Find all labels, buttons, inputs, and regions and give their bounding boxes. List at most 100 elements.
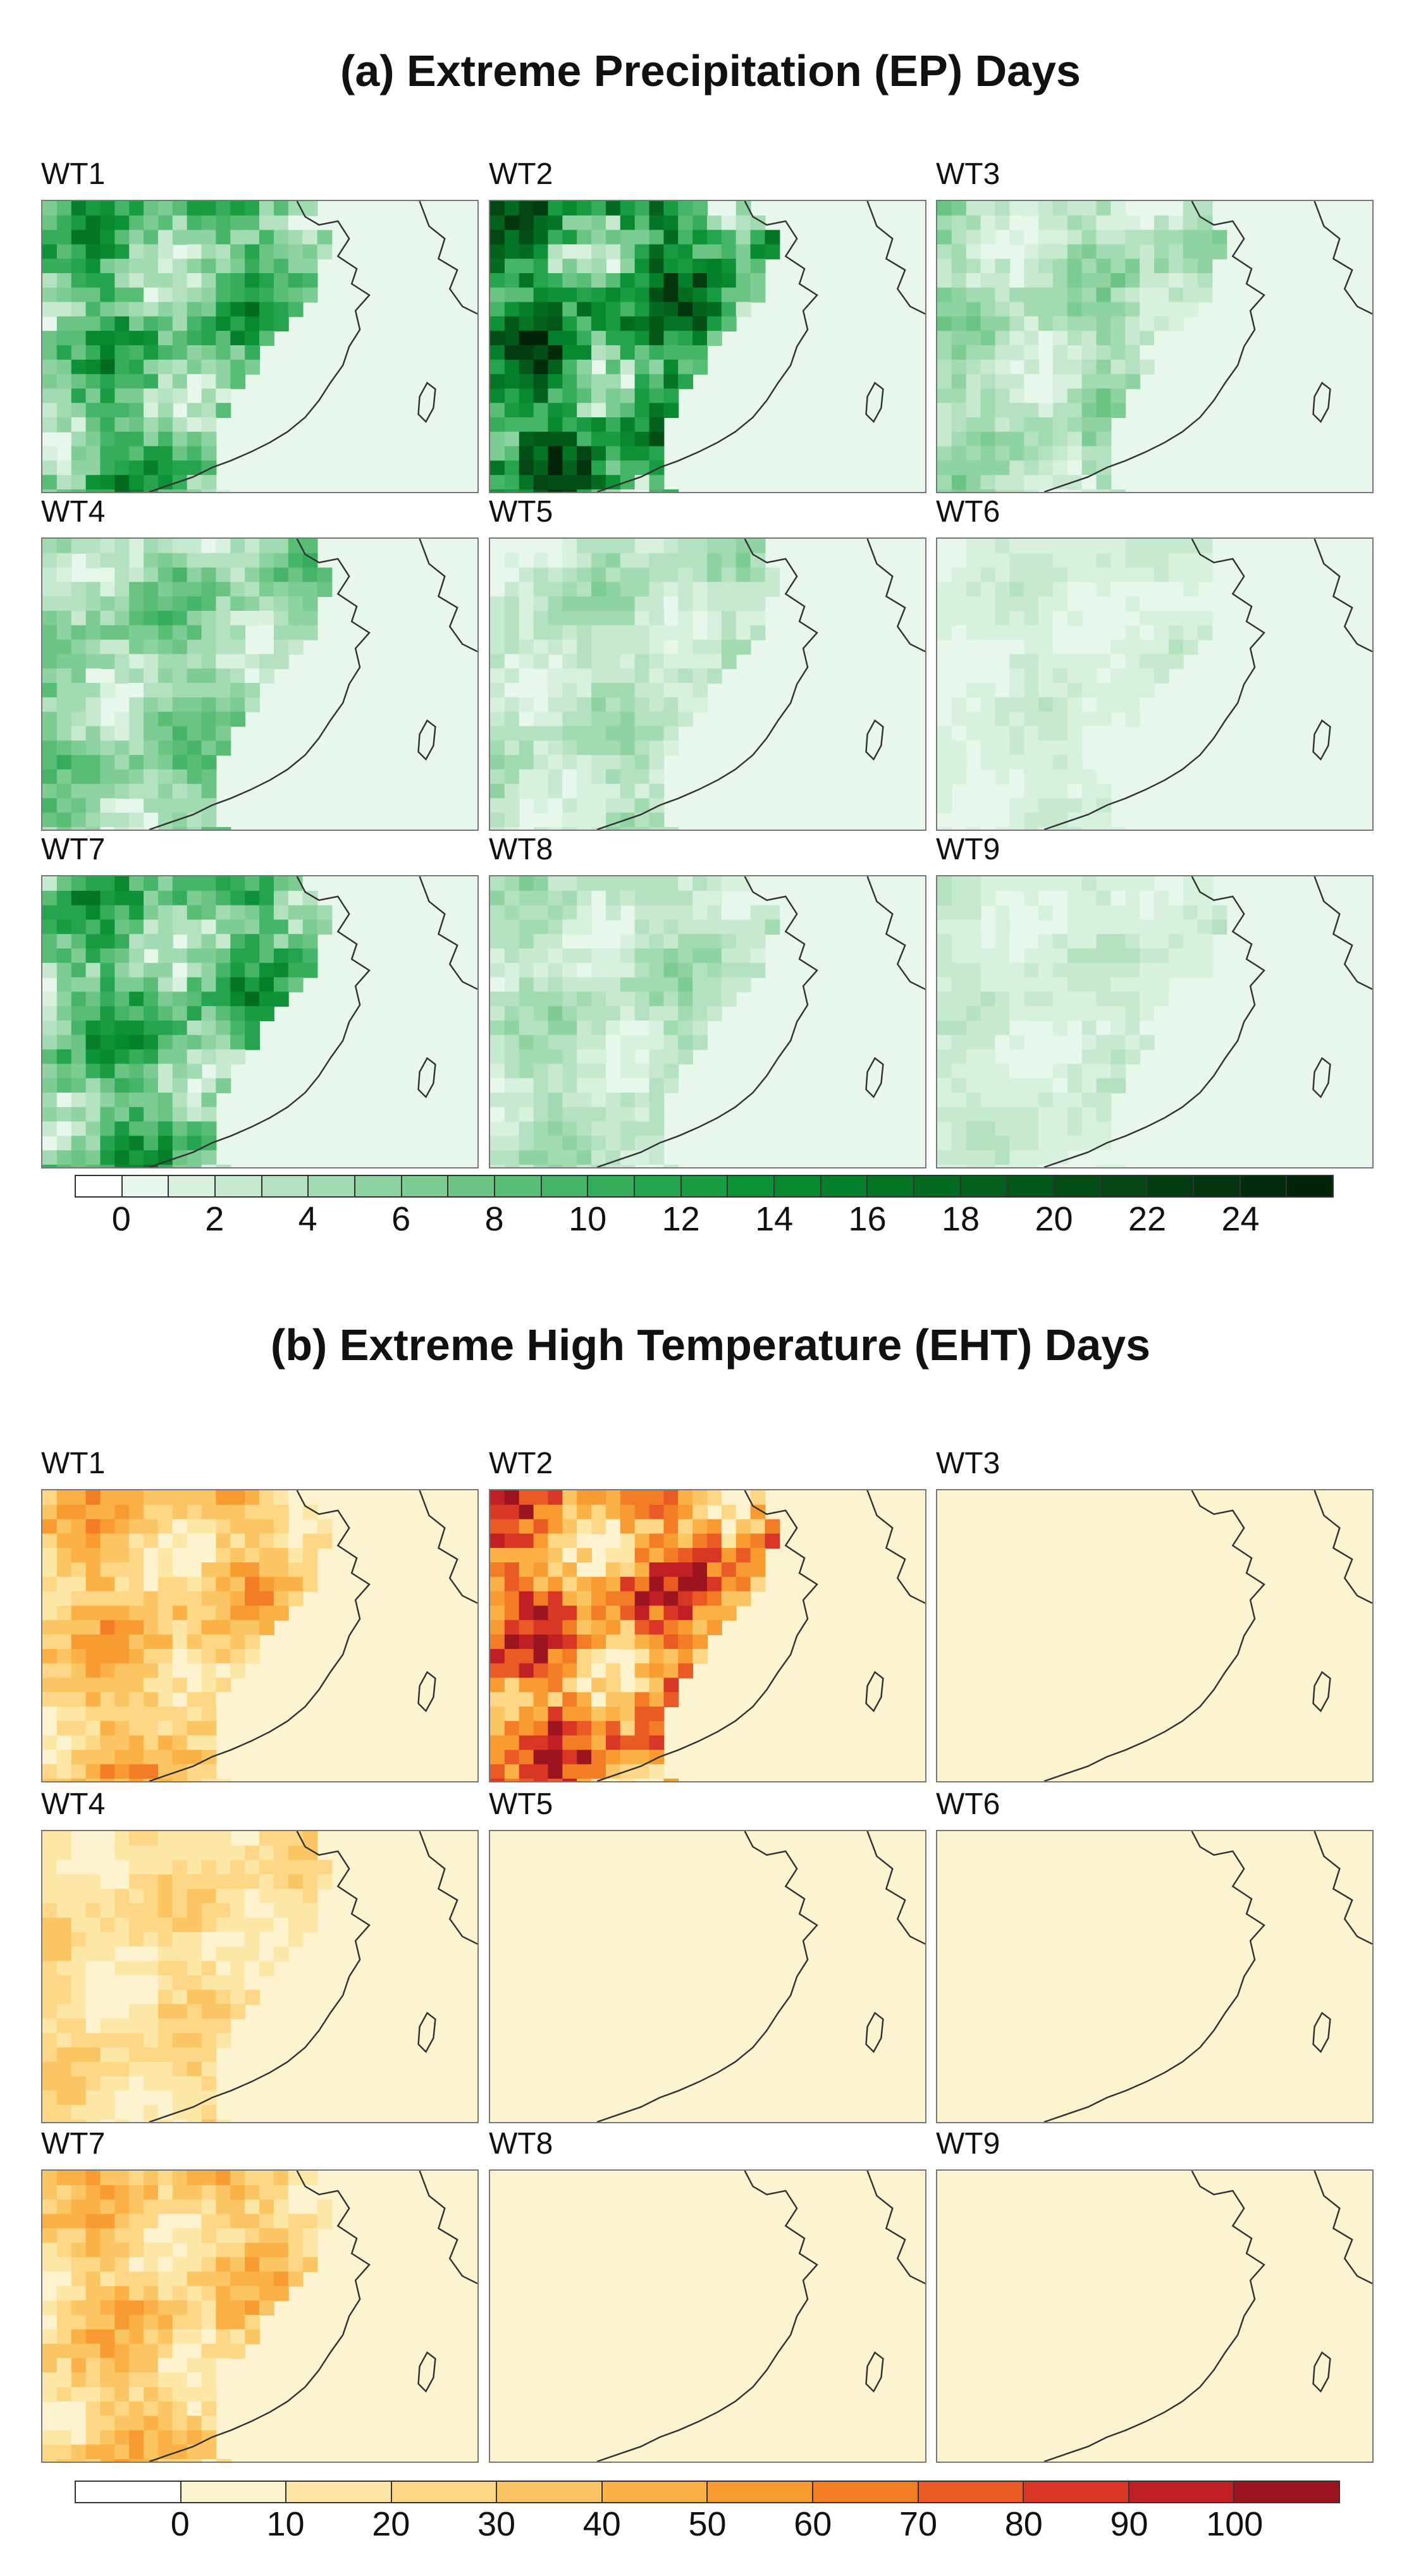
ep-map-cell xyxy=(216,259,231,274)
eht-map-cell xyxy=(71,2401,87,2417)
ep-map-cell xyxy=(1125,230,1141,245)
eht-map-cell xyxy=(288,1903,304,1918)
ep-map-cell xyxy=(735,302,751,317)
eht-map-cell xyxy=(577,1779,593,1781)
ep-map-panel-wt1 xyxy=(41,200,479,493)
ep-map-cell xyxy=(937,201,952,216)
eht-map-cell xyxy=(548,2061,563,2077)
eht-map-cell xyxy=(144,1677,159,1693)
ep-map-cell xyxy=(85,244,101,260)
ep-map-cell xyxy=(71,919,87,935)
ep-map-cell xyxy=(144,302,159,317)
ep-map-cell xyxy=(620,273,636,288)
ep-map-cell xyxy=(71,244,87,260)
eht-map-cell xyxy=(144,1917,159,1933)
eht-map-cell xyxy=(201,2033,217,2049)
ep-map-cell xyxy=(1081,331,1097,347)
ep-map-cell xyxy=(951,345,967,360)
ep-map-cell xyxy=(562,230,578,245)
ep-map-cell xyxy=(1154,977,1169,993)
eht-map-cell xyxy=(56,1845,72,1861)
ep-map-cell xyxy=(735,905,751,921)
eht-map-cell xyxy=(85,2372,101,2388)
eht-map-cell xyxy=(562,1605,578,1621)
ep-map-cell xyxy=(1168,259,1184,274)
ep-map-cell xyxy=(951,1093,967,1108)
ep-map-cell xyxy=(649,403,665,419)
ep-map-cell xyxy=(634,417,650,432)
ep-map-cell xyxy=(634,1121,650,1137)
ep-map-cell xyxy=(157,244,173,260)
ep-map-cell xyxy=(519,740,534,756)
ep-map-cell xyxy=(533,431,549,447)
eht-map-cell xyxy=(172,1750,188,1765)
ep-map-cell xyxy=(692,683,708,698)
eht-map-cell xyxy=(172,1917,188,1933)
eht-map-cell xyxy=(302,2171,318,2186)
eht-map-cell xyxy=(620,1504,636,1520)
eht-map-cell xyxy=(201,2185,217,2200)
ep-map-cell xyxy=(649,798,665,814)
eht-map-cell xyxy=(273,2185,289,2200)
ep-map-cell xyxy=(1009,962,1025,978)
ep-map-cell xyxy=(85,813,101,828)
ep-map-cell xyxy=(71,1121,87,1137)
eht-map-cell xyxy=(129,1677,145,1693)
eht-map-cell xyxy=(201,1663,217,1679)
eht-map-cell xyxy=(577,1490,593,1506)
ep-map-cell xyxy=(1096,668,1112,684)
ep-map-cell xyxy=(172,991,188,1007)
eht-map-cell xyxy=(605,2076,621,2092)
ep-map-cell xyxy=(692,215,708,231)
ep-map-cell xyxy=(951,905,967,921)
eht-map-cell xyxy=(129,2228,145,2243)
eht-map-cell xyxy=(201,1779,217,1781)
eht-map-cell xyxy=(245,1975,260,1990)
eht-map-cell xyxy=(85,1889,101,1904)
eht-panel-label-wt6: WT6 xyxy=(936,1788,1000,1821)
ep-map-cell xyxy=(692,230,708,245)
ep-map-cell xyxy=(663,726,679,742)
eht-panel-label-wt3: WT3 xyxy=(936,1447,1000,1480)
eht-map-cell xyxy=(620,1889,636,1904)
ep-map-cell xyxy=(71,948,87,964)
ep-map-cell xyxy=(533,201,549,216)
ep-map-cell xyxy=(1038,813,1054,828)
ep-map-cell xyxy=(216,287,231,303)
eht-map-cell xyxy=(100,2119,116,2122)
ep-map-cell xyxy=(605,798,621,814)
ep-map-cell xyxy=(1052,726,1068,742)
eht-map-cell xyxy=(750,1504,766,1520)
ep-map-cell xyxy=(85,611,101,626)
eht-map-cell xyxy=(591,1989,606,2005)
ep-map-cell xyxy=(187,654,202,670)
eht-map-cell xyxy=(649,2105,665,2121)
eht-map-cell xyxy=(56,2004,72,2020)
ep-map-cell xyxy=(1168,625,1184,641)
ep-map-cell xyxy=(620,489,636,492)
eht-map-cell xyxy=(85,2199,101,2215)
eht-map-cell xyxy=(750,1490,766,1506)
eht-map-background-wt6 xyxy=(937,1831,1372,2122)
ep-map-cell xyxy=(1183,919,1198,935)
ep-colorbar-cell xyxy=(635,1176,682,1196)
ep-map-cell xyxy=(519,1107,534,1122)
eht-map-cell xyxy=(216,1519,231,1535)
eht-map-cell xyxy=(678,1490,694,1506)
ep-map-cell xyxy=(1067,359,1083,375)
eht-map-cell xyxy=(649,1975,665,1990)
eht-map-cell xyxy=(42,1889,58,1904)
eht-map-cell xyxy=(129,2430,145,2446)
eht-map-cell xyxy=(187,1917,202,1933)
ep-map-cell xyxy=(490,625,505,641)
ep-map-cell xyxy=(1110,230,1126,245)
ep-map-cell xyxy=(1154,639,1169,655)
eht-map-cell xyxy=(490,2090,505,2106)
ep-map-cell xyxy=(995,316,1011,332)
ep-map-cell xyxy=(663,697,679,713)
ep-map-cell xyxy=(201,539,217,554)
ep-map-cell xyxy=(273,553,289,568)
ep-map-cell xyxy=(562,876,578,892)
ep-map-cell xyxy=(114,1034,130,1050)
eht-map-cell xyxy=(620,2018,636,2034)
